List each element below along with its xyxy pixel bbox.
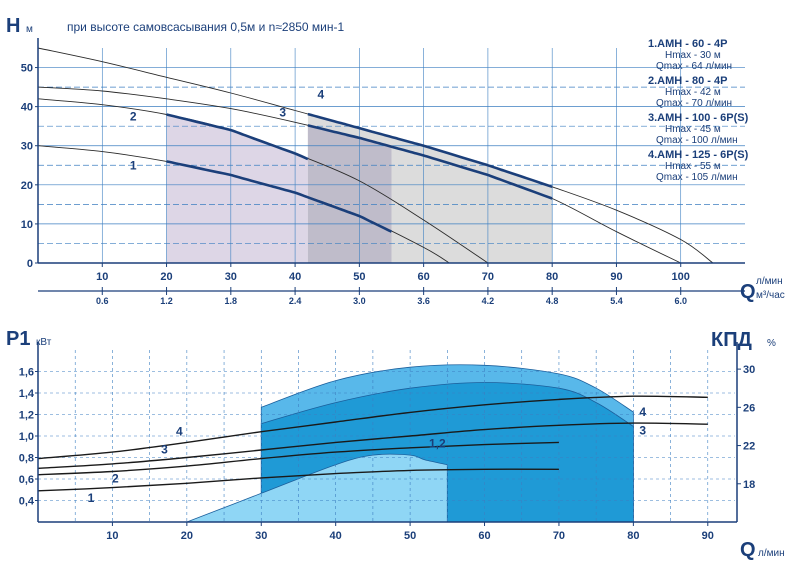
work-curve-3 [307, 124, 553, 200]
bottom-xlabel: Q [740, 539, 756, 561]
y-tick-label: 1,2 [19, 410, 34, 422]
y2-tick-label: 30 [743, 364, 755, 376]
work-curve-2 [166, 113, 309, 161]
power-efficiency-chart: 0,4 0,6 0,8 1,0 1,2 1,4 1,6 18 22 26 30 10 20 30 40 50 6… [6, 328, 785, 561]
power-curve-4 [37, 395, 708, 460]
y2-tick-label: 22 [743, 441, 755, 453]
x-tick-label: 60 [418, 271, 430, 283]
top-xlabel-unit-m3h: м³/час [756, 290, 785, 301]
efficiency-label-3: 3 [639, 423, 646, 437]
power-curve-2 [37, 441, 559, 476]
y-tick-label: 0,6 [19, 474, 34, 486]
power-label-2: 2 [112, 471, 119, 485]
y-tick-label: 0 [27, 258, 33, 270]
model-qmax: Qmax - 105 л/мин [656, 172, 738, 183]
x-tick-label-m3h: 6.0 [674, 296, 687, 306]
curve-label-4: 4 [317, 88, 324, 102]
model-title: 4.АМН - 125 - 6Р(S) [648, 149, 749, 161]
x-tick-label-m3h: 0.6 [96, 296, 109, 306]
model-qmax: Qmax - 70 л/мин [656, 98, 732, 109]
x-tick-label-m3h: 5.4 [610, 296, 623, 306]
x-tick-label-m3h: 4.8 [546, 296, 559, 306]
top-ylabel-unit: м [26, 24, 33, 35]
x-tick-label: 40 [289, 271, 301, 283]
work-curve-4 [307, 112, 553, 189]
curve-label-1: 1 [130, 158, 137, 172]
x-tick-label-m3h: 3.0 [353, 296, 366, 306]
x-tick-label: 70 [553, 530, 565, 542]
x-tick-label: 10 [106, 530, 118, 542]
work-curve-1 [166, 160, 393, 233]
x-tick-label: 80 [627, 530, 639, 542]
bottom-xlabel-unit: л/мин [758, 548, 785, 559]
y2-tick-label: 18 [743, 479, 755, 491]
x-tick-label: 70 [482, 271, 494, 283]
power-label-1: 1 [88, 491, 95, 505]
model-title: 3.АМН - 100 - 6Р(S) [648, 112, 749, 124]
y-tick-label: 1,0 [19, 431, 34, 443]
x-tick-label: 20 [181, 530, 193, 542]
power-label-4: 4 [176, 424, 183, 438]
y-tick-label: 10 [21, 219, 33, 231]
model-hmax: Hmax - 55 м [665, 161, 721, 172]
y-tick-label: 50 [21, 63, 33, 75]
power-label-3: 3 [161, 442, 168, 456]
y-tick-label: 0,4 [19, 496, 35, 508]
x-tick-label: 60 [478, 530, 490, 542]
y-tick-label: 20 [21, 180, 33, 192]
x-tick-label: 90 [610, 271, 622, 283]
power-curve-3 [37, 422, 708, 469]
top-xlabel-unit-lmin: л/мин [756, 276, 783, 287]
head-flow-chart: 0 10 20 30 40 50 10 0.6 20 1.2 30 1.8 40 2.4 50 3.0 60 3.… [6, 15, 785, 306]
x-tick-label: 50 [353, 271, 365, 283]
x-tick-label: 50 [404, 530, 416, 542]
x-tick-label: 10 [96, 271, 108, 283]
x-tick-label-m3h: 3.6 [417, 296, 430, 306]
y2-tick-label: 26 [743, 402, 755, 414]
x-tick-label-m3h: 4.2 [482, 296, 495, 306]
model-title: 2.АМН - 80 - 4Р [648, 75, 727, 87]
top-xlabel: Q [740, 281, 756, 303]
x-tick-label: 90 [702, 530, 714, 542]
x-tick-label: 100 [672, 271, 690, 283]
model-title: 1.АМН - 60 - 4Р [648, 38, 727, 50]
model-hmax: Hmax - 42 м [665, 87, 721, 98]
efficiency-label-4: 4 [639, 405, 646, 419]
region-3 [307, 125, 392, 264]
bottom-y2label: КПД [711, 329, 752, 351]
bottom-y2label-unit: % [767, 338, 776, 349]
x-tick-label: 20 [160, 271, 172, 283]
y-tick-label: 1,4 [19, 388, 35, 400]
x-tick-label: 30 [255, 530, 267, 542]
model-hmax: Hmax - 45 м [665, 124, 721, 135]
top-ylabel: H [6, 15, 20, 37]
curve-label-2: 2 [130, 109, 137, 123]
x-tick-label: 30 [225, 271, 237, 283]
efficiency-label-1-2: 1,2 [429, 436, 446, 450]
bottom-ylabel: P1 [6, 328, 30, 350]
y-tick-label: 40 [21, 102, 33, 114]
curve-label-3: 3 [279, 105, 286, 119]
model-qmax: Qmax - 100 л/мин [656, 135, 738, 146]
x-tick-label: 40 [330, 530, 342, 542]
y-tick-label: 30 [21, 141, 33, 153]
y-tick-label: 1,6 [19, 367, 34, 379]
x-tick-label-m3h: 2.4 [289, 296, 302, 306]
y-tick-label: 0,8 [19, 453, 34, 465]
x-tick-label-m3h: 1.2 [160, 296, 173, 306]
model-qmax: Qmax - 64 л/мин [656, 61, 732, 72]
region-1-2 [166, 114, 308, 263]
x-tick-label-m3h: 1.8 [225, 296, 238, 306]
x-tick-label: 80 [546, 271, 558, 283]
power-curve-1 [37, 468, 559, 492]
model-hmax: Hmax - 30 м [665, 50, 721, 61]
bottom-ylabel-unit: кВт [36, 337, 52, 348]
top-subtitle: при высоте самовсасывания 0,5м и n≈2850 … [67, 20, 345, 34]
